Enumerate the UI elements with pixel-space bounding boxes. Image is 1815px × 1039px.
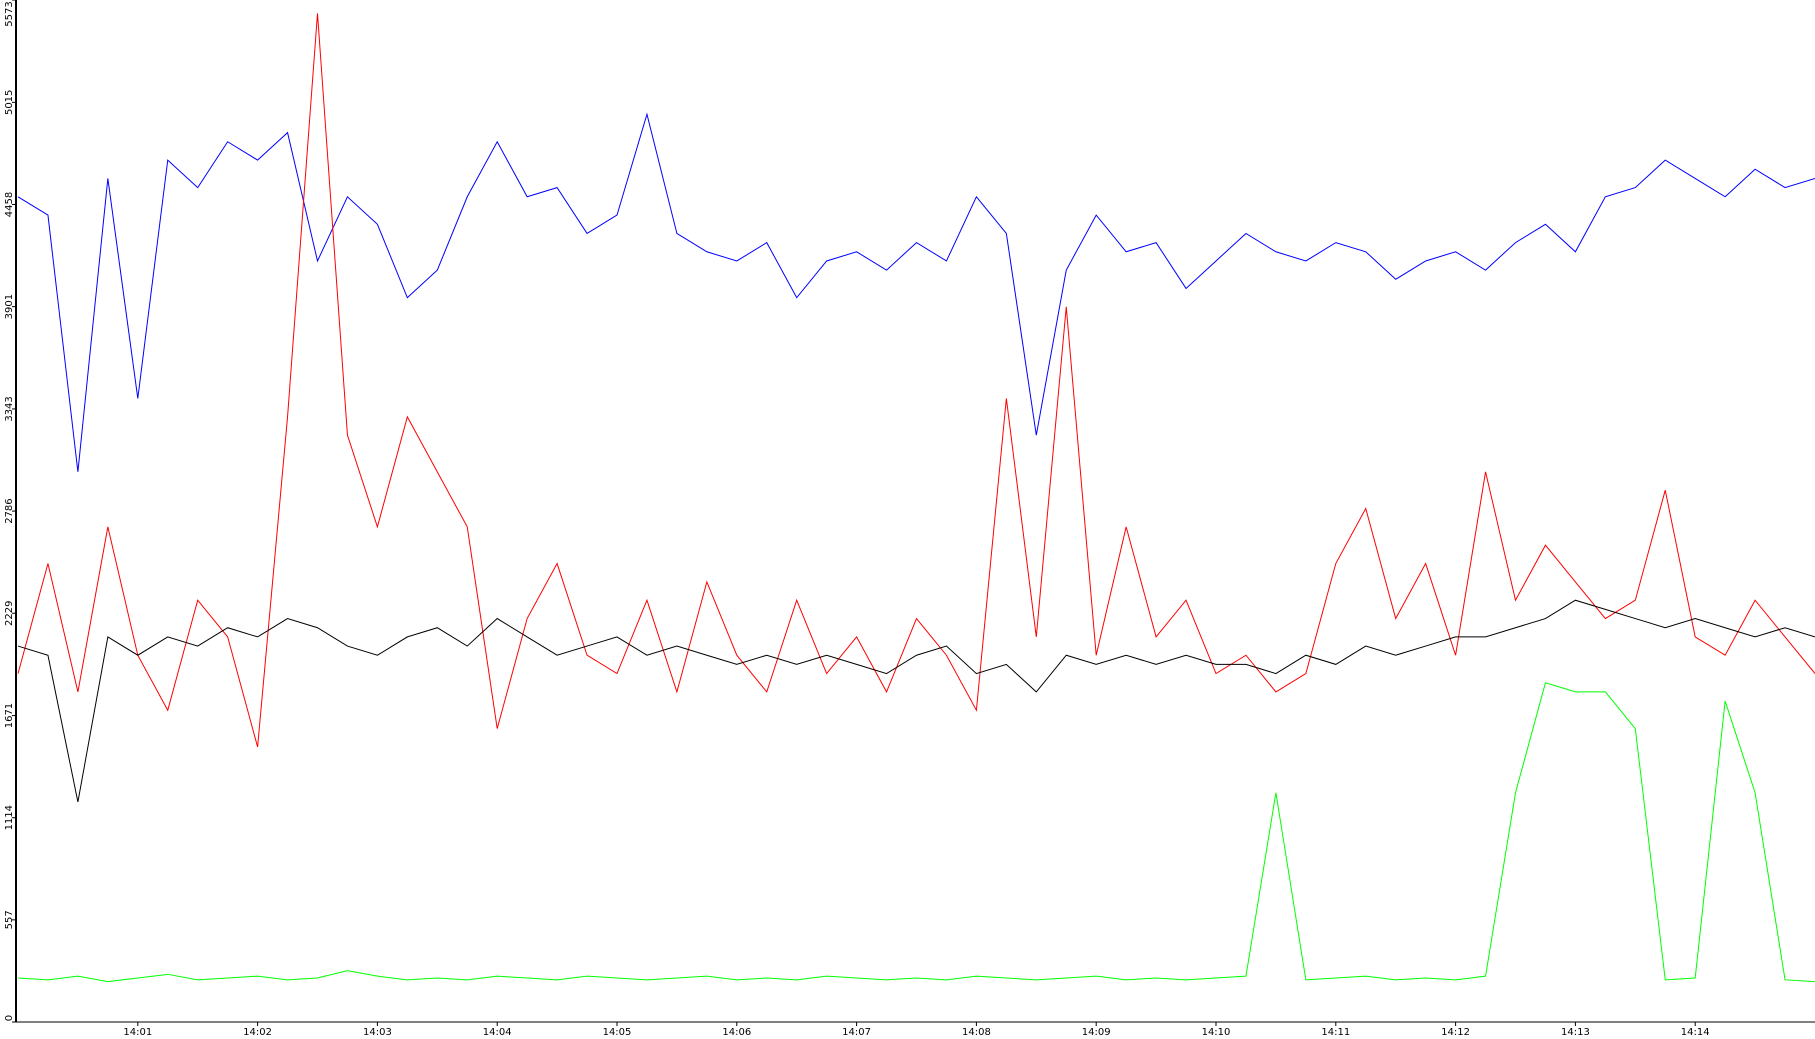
series-line xyxy=(17,599,1815,803)
x-tick-label: 14:14 xyxy=(1681,1027,1710,1038)
x-tick-label: 14:08 xyxy=(962,1027,991,1038)
y-tick-label: 2229 xyxy=(4,601,15,626)
series-line xyxy=(17,682,1815,983)
x-tick-label: 14:02 xyxy=(243,1027,272,1038)
x-tick-label: 14:03 xyxy=(363,1027,392,1038)
series-line xyxy=(17,112,1815,472)
x-tick-label: 14:01 xyxy=(123,1027,152,1038)
x-tick-label: 14:04 xyxy=(483,1027,512,1038)
y-tick-label: 4458 xyxy=(4,192,15,217)
x-tick-label: 14:07 xyxy=(842,1027,871,1038)
y-tick-label: 3343 xyxy=(4,396,15,421)
y-tick-label: 2786 xyxy=(4,498,15,523)
x-tick-label: 14:12 xyxy=(1441,1027,1470,1038)
y-tick-label: 557 xyxy=(4,910,15,929)
x-tick-label: 14:05 xyxy=(603,1027,632,1038)
y-tick-label: 5573 xyxy=(4,1,15,26)
y-tick-label: 1114 xyxy=(4,805,15,830)
x-tick-label: 14:09 xyxy=(1082,1027,1111,1038)
y-tick-label: 0 xyxy=(4,1015,15,1021)
x-tick-label: 14:10 xyxy=(1202,1027,1231,1038)
x-tick-label: 14:13 xyxy=(1561,1027,1590,1038)
x-tick-label: 14:11 xyxy=(1321,1027,1350,1038)
series-line xyxy=(17,13,1815,748)
x-tick-label: 14:06 xyxy=(722,1027,751,1038)
y-tick-label: 5015 xyxy=(4,90,15,115)
y-tick-label: 1671 xyxy=(4,703,15,728)
y-tick-label: 3901 xyxy=(4,294,15,319)
